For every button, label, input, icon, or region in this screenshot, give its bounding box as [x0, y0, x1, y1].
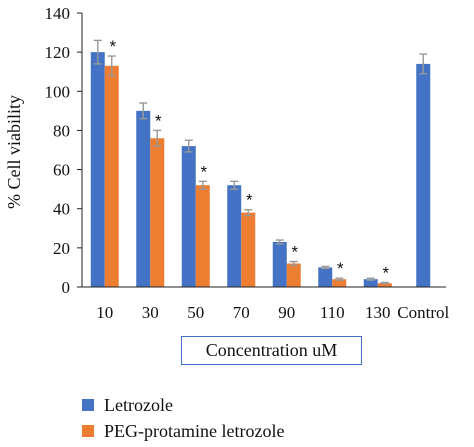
- bar-peg-protamine-letrozole-50: [195, 185, 210, 287]
- bar-letrozole-50: [181, 146, 196, 287]
- error-bar-peg-protamine-letrozole-50: [198, 180, 207, 190]
- legend-item-letrozole: Letrozole: [82, 392, 284, 418]
- bar-letrozole-10: [90, 52, 105, 288]
- error-bar-peg-protamine-letrozole-30: [153, 129, 162, 147]
- significance-mark-50: *: [200, 162, 207, 181]
- bars-layer: [90, 52, 431, 288]
- legend-swatch-letrozole: [82, 399, 94, 411]
- significance-mark-30: *: [155, 111, 162, 130]
- bar-letrozole-control: [416, 63, 431, 288]
- axes-layer: 10 30 50 70 90 110 130 Control 0 20 40 60 80 100 120 14…: [45, 4, 450, 322]
- y-tick-label-100: 100: [45, 82, 71, 101]
- legend-label-letrozole: Letrozole: [104, 394, 173, 415]
- bar-peg-protamine-letrozole-30: [150, 138, 165, 287]
- bar-peg-protamine-letrozole-130: [377, 283, 392, 287]
- error-bar-letrozole-130: [366, 277, 375, 281]
- error-bar-letrozole-90: [275, 239, 284, 245]
- y-tick-label-0: 0: [62, 278, 71, 297]
- x-tick-label-control: Control: [397, 303, 449, 322]
- y-axis-title: % Cell viability: [4, 95, 24, 209]
- legend-swatch-peg-protamine-letrozole: [82, 425, 94, 437]
- legend-item-peg-protamine-letrozole: PEG-protamine letrozole: [82, 418, 284, 444]
- y-tick-label-120: 120: [45, 43, 71, 62]
- x-axis-title: Concentration uM: [181, 336, 362, 365]
- x-tick-label-10: 10: [96, 303, 113, 322]
- error-bar-letrozole-110: [321, 265, 330, 270]
- x-tick-label-70: 70: [233, 303, 250, 322]
- error-bar-letrozole-10: [93, 39, 102, 65]
- significance-layer: * * * * * * *: [109, 37, 389, 282]
- x-tick-label-50: 50: [187, 303, 204, 322]
- error-bar-peg-protamine-letrozole-110: [335, 277, 344, 281]
- legend: Letrozole PEG-protamine letrozole: [82, 392, 284, 444]
- x-tick-label-110: 110: [320, 303, 345, 322]
- bar-letrozole-110: [318, 267, 333, 287]
- legend-label-peg-protamine-letrozole: PEG-protamine letrozole: [104, 420, 285, 441]
- bar-letrozole-90: [272, 241, 287, 287]
- bar-peg-protamine-letrozole-10: [104, 65, 119, 287]
- bar-peg-protamine-letrozole-70: [241, 212, 256, 287]
- error-bar-letrozole-70: [230, 180, 239, 190]
- y-tick-label-140: 140: [45, 4, 71, 23]
- x-tick-label-90: 90: [278, 303, 295, 322]
- bar-peg-protamine-letrozole-110: [332, 279, 347, 287]
- y-tick-label-40: 40: [53, 200, 70, 219]
- error-bar-letrozole-control: [419, 53, 428, 75]
- y-tick-label-20: 20: [53, 239, 70, 258]
- x-tick-label-130: 130: [365, 303, 391, 322]
- significance-mark-10: *: [109, 37, 116, 56]
- significance-mark-110: *: [337, 259, 344, 278]
- significance-mark-130: *: [382, 263, 389, 282]
- bar-letrozole-30: [136, 110, 151, 287]
- error-bar-letrozole-50: [184, 139, 193, 153]
- significance-mark-70: *: [246, 191, 253, 210]
- error-bars-layer: [93, 39, 428, 285]
- y-tick-label-80: 80: [53, 121, 70, 140]
- bar-letrozole-70: [227, 185, 242, 287]
- bar-peg-protamine-letrozole-90: [286, 263, 301, 287]
- x-tick-label-30: 30: [142, 303, 159, 322]
- y-tick-label-60: 60: [53, 161, 70, 180]
- error-bar-peg-protamine-letrozole-90: [289, 260, 298, 267]
- error-bar-letrozole-30: [139, 102, 148, 120]
- error-bar-peg-protamine-letrozole-70: [244, 208, 253, 217]
- error-bar-peg-protamine-letrozole-130: [380, 281, 389, 285]
- significance-mark-90: *: [291, 243, 298, 262]
- error-bar-peg-protamine-letrozole-10: [107, 55, 116, 77]
- bar-letrozole-130: [363, 279, 378, 287]
